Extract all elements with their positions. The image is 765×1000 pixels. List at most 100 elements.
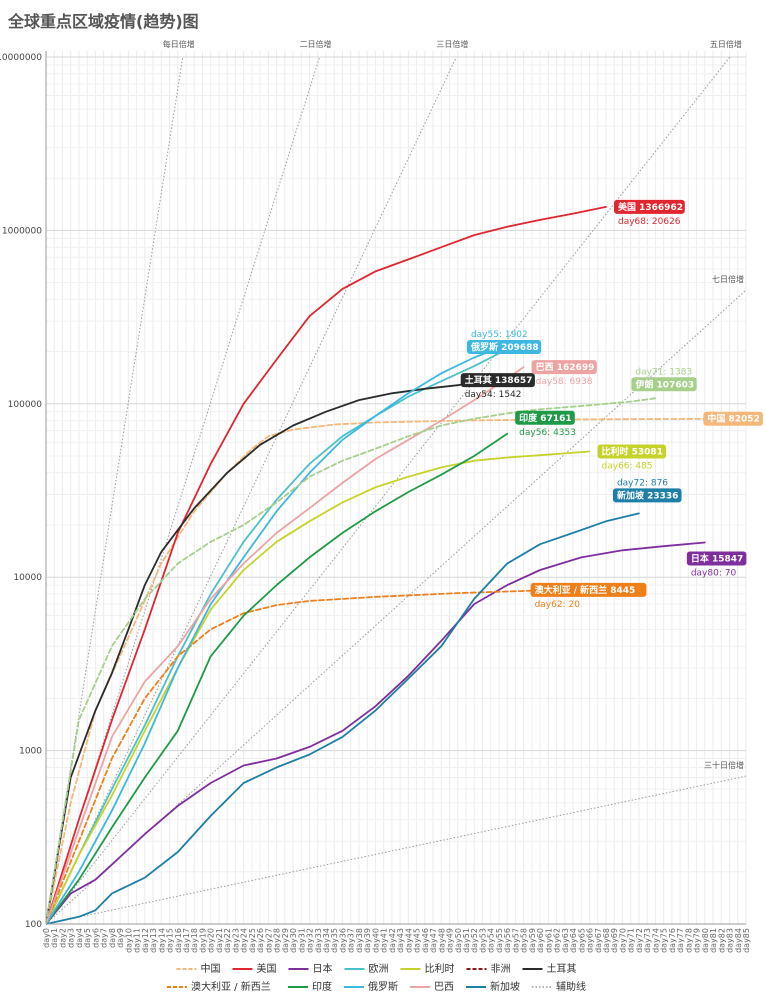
x-tick-label: day59 xyxy=(528,928,537,953)
x-tick-label: day69 xyxy=(610,928,619,953)
series-line xyxy=(46,397,657,925)
x-tick-label: day26 xyxy=(256,928,265,953)
callout-day-note: day58: 6938 xyxy=(536,377,593,387)
legend-label: 非洲 xyxy=(491,963,511,975)
legend-label: 中国 xyxy=(201,962,221,975)
x-tick-label: day22 xyxy=(223,928,232,953)
x-tick-label: day25 xyxy=(248,928,257,953)
x-tick-label: day64 xyxy=(569,928,578,953)
series-line xyxy=(46,347,500,925)
callout-label: 比利时 53081 xyxy=(602,445,663,457)
callout-day-note: day62: 20 xyxy=(535,600,581,610)
x-tick-label: day4 xyxy=(75,928,84,948)
series-line xyxy=(46,206,607,925)
callout-box xyxy=(460,373,535,388)
x-tick-label: day48 xyxy=(437,928,446,953)
callout-label: 巴西 162699 xyxy=(536,362,595,373)
callout-day-note: day68: 20626 xyxy=(618,217,681,227)
x-tick-label: day49 xyxy=(446,928,455,953)
reference-line xyxy=(46,56,457,925)
x-tick-label: day37 xyxy=(347,928,356,953)
x-tick-label: day30 xyxy=(289,928,298,953)
x-tick-label: day74 xyxy=(651,928,660,953)
callout-label: 日本 15847 xyxy=(691,553,743,565)
x-tick-label: day51 xyxy=(462,928,471,953)
reference-line-label: 二日倍增 xyxy=(300,39,332,49)
callout-box xyxy=(614,199,685,214)
x-tick-label: day54 xyxy=(487,928,496,953)
x-tick-label: day67 xyxy=(594,928,603,953)
legend-label: 巴西 xyxy=(434,981,454,993)
x-tick-label: day36 xyxy=(338,928,347,953)
x-tick-label: day5 xyxy=(83,928,92,948)
reference-line xyxy=(46,775,746,925)
x-tick-label: day79 xyxy=(693,928,702,953)
series-line xyxy=(46,366,525,925)
legend-label: 欧洲 xyxy=(369,963,389,975)
x-tick-label: day57 xyxy=(511,928,520,953)
y-tick-label: 10000000 xyxy=(0,53,42,63)
x-tick-label: day20 xyxy=(207,928,216,953)
legend-label: 辅助线 xyxy=(556,980,586,993)
x-tick-label: day19 xyxy=(198,928,207,953)
x-tick-label: day52 xyxy=(470,928,479,953)
series-group xyxy=(46,206,746,925)
x-tick-label: day12 xyxy=(141,928,150,953)
callouts: 中国 82052 美国 1366962 day68: 20626 日本 15847 da… xyxy=(460,199,763,610)
y-tick-label: 100 xyxy=(25,920,42,930)
x-tick-label: day18 xyxy=(190,928,199,953)
callout-box xyxy=(466,340,542,355)
callout-box xyxy=(531,360,597,375)
callout-box xyxy=(703,411,763,426)
x-tick-label: day0 xyxy=(42,928,51,948)
x-tick-label: day9 xyxy=(116,928,125,948)
callout-box xyxy=(530,582,647,597)
x-tick-label: day72 xyxy=(635,928,644,953)
x-tick-label: day66 xyxy=(586,928,595,953)
x-tick-label: day28 xyxy=(273,928,282,953)
series-line xyxy=(46,432,509,925)
x-tick-label: day16 xyxy=(174,928,183,953)
x-tick-label: day56 xyxy=(503,928,512,953)
callout-box xyxy=(515,410,575,425)
legend-label: 土耳其 xyxy=(547,962,577,975)
x-tick-label: day65 xyxy=(577,928,586,953)
series-line xyxy=(46,589,558,925)
x-tick-label: day35 xyxy=(330,928,339,953)
series-line xyxy=(46,512,640,925)
callout-label: 新加坡 23336 xyxy=(617,489,678,501)
reference-line-label: 每日倍增 xyxy=(163,39,195,49)
callout-label: 澳大利亚 / 新西兰 8445 xyxy=(535,584,636,596)
callout-box xyxy=(612,488,682,503)
x-tick-label: day38 xyxy=(355,928,364,953)
callout-label: 伊朗 107603 xyxy=(634,378,694,390)
legend-label: 印度 xyxy=(312,980,332,993)
x-tick-label: day78 xyxy=(684,928,693,953)
x-tick-label: day27 xyxy=(264,928,273,953)
callout-day-note: day56: 4353 xyxy=(519,428,576,438)
legend-label: 俄罗斯 xyxy=(368,980,398,993)
y-tick-label: 100000 xyxy=(8,400,43,410)
x-tick-label: day6 xyxy=(91,928,100,948)
series-line xyxy=(46,541,706,925)
x-tick-label: day60 xyxy=(536,928,545,953)
legend-label: 澳大利亚 / 新西兰 xyxy=(191,980,271,993)
x-tick-label: day81 xyxy=(709,928,718,953)
x-tick-label: day53 xyxy=(478,928,487,953)
x-tick-label: day39 xyxy=(363,928,372,953)
callout-day-note: day80: 70 xyxy=(691,569,737,579)
legend-label: 比利时 xyxy=(425,963,455,975)
x-tick-label: day14 xyxy=(157,928,166,953)
x-tick-label: day8 xyxy=(108,928,117,948)
x-tick-label: day63 xyxy=(561,928,570,953)
x-tick-label: day83 xyxy=(726,928,735,953)
reference-line xyxy=(46,56,184,925)
x-tick-label: day44 xyxy=(404,928,413,953)
callout-day-note: day71: 1383 xyxy=(635,367,692,377)
reference-line-label: 三十日倍增 xyxy=(704,760,744,770)
x-tick-label: day15 xyxy=(166,928,175,953)
x-tick-label: day23 xyxy=(231,928,240,953)
series-line xyxy=(46,378,492,925)
x-tick-label: day13 xyxy=(149,928,158,953)
